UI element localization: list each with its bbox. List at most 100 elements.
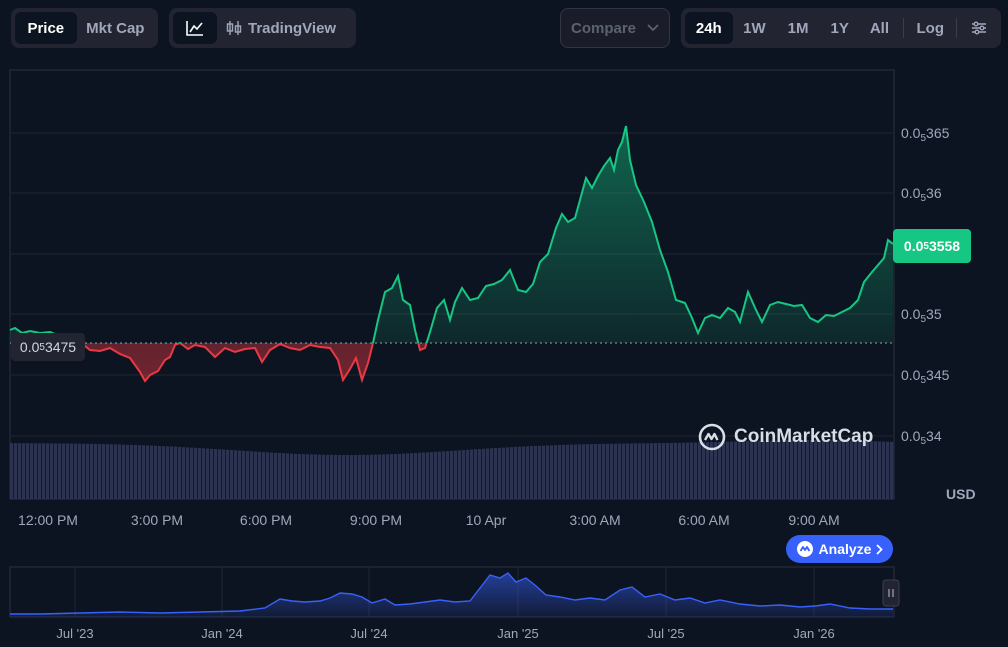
analyze-button[interactable]: Analyze bbox=[786, 535, 893, 563]
navigator-handle[interactable] bbox=[882, 579, 900, 607]
x-tick-label: 9:00 PM bbox=[349, 512, 403, 528]
volume-bar bbox=[66, 443, 70, 499]
volume-bar bbox=[782, 440, 786, 499]
volume-bar bbox=[754, 440, 758, 499]
volume-bar bbox=[58, 443, 62, 499]
navigator-label: Jan '25 bbox=[497, 626, 539, 641]
volume-bar bbox=[874, 441, 878, 499]
volume-bar bbox=[694, 442, 698, 499]
volume-bar bbox=[230, 450, 234, 499]
line-chart-button[interactable] bbox=[173, 12, 217, 44]
tradingview-button[interactable]: TradingView bbox=[217, 12, 345, 44]
volume-bar bbox=[202, 448, 206, 499]
volume-bar bbox=[522, 446, 526, 499]
volume-bar bbox=[302, 454, 306, 499]
volume-bar bbox=[818, 440, 822, 499]
y-tick-label: 0.0536 bbox=[901, 185, 942, 204]
volume-bar bbox=[174, 446, 178, 499]
volume-bar bbox=[646, 443, 650, 499]
volume-bar bbox=[362, 454, 366, 499]
volume-bar bbox=[114, 444, 118, 499]
tab-mkt-cap[interactable]: Mkt Cap bbox=[86, 19, 145, 37]
range-1w[interactable]: 1W bbox=[743, 19, 766, 37]
volume-bar bbox=[206, 448, 210, 499]
volume-bar bbox=[778, 440, 782, 499]
volume-bar bbox=[746, 441, 750, 499]
volume-bar bbox=[218, 449, 222, 499]
base-price-tag: 0.0 5 3475 bbox=[11, 333, 85, 361]
coinmarketcap-logo-icon bbox=[698, 423, 726, 451]
volume-bar bbox=[354, 455, 358, 499]
volume-bar bbox=[166, 446, 170, 499]
volume-bar bbox=[286, 453, 290, 499]
volume-bar bbox=[730, 441, 734, 499]
volume-bar bbox=[738, 441, 742, 499]
volume-bar bbox=[126, 444, 130, 499]
volume-bar bbox=[690, 442, 694, 499]
volume-bar bbox=[498, 447, 502, 499]
volume-bar bbox=[586, 444, 590, 499]
volume-bar bbox=[886, 441, 890, 499]
x-tick-label: 6:00 AM bbox=[678, 512, 730, 528]
tradingview-label: TradingView bbox=[248, 19, 337, 37]
watermark-text: CoinMarketCap bbox=[734, 426, 874, 447]
volume-bar bbox=[450, 450, 454, 499]
volume-bar bbox=[370, 454, 374, 499]
volume-bar bbox=[42, 443, 46, 499]
log-toggle[interactable]: Log bbox=[916, 19, 945, 37]
volume-bar bbox=[458, 450, 462, 499]
candlestick-icon bbox=[226, 21, 242, 35]
volume-bar bbox=[198, 448, 202, 499]
volume-bar bbox=[250, 451, 254, 499]
volume-bar bbox=[486, 448, 490, 499]
volume-bar bbox=[838, 440, 842, 499]
handle-grip-icon bbox=[888, 589, 894, 597]
volume-bar bbox=[770, 440, 774, 499]
tab-price[interactable]: Price bbox=[15, 12, 77, 44]
price-chart[interactable] bbox=[0, 0, 1008, 505]
range-1m[interactable]: 1M bbox=[787, 19, 809, 37]
volume-bar bbox=[282, 453, 286, 499]
volume-bar bbox=[566, 444, 570, 499]
volume-bar bbox=[18, 443, 22, 499]
volume-bar bbox=[194, 447, 198, 499]
watermark: CoinMarketCap bbox=[698, 423, 873, 451]
compare-dropdown[interactable]: Compare bbox=[560, 8, 670, 48]
volume-bar bbox=[314, 454, 318, 499]
range-1y[interactable]: 1Y bbox=[830, 19, 849, 37]
volume-bar bbox=[322, 454, 326, 499]
price-line-up bbox=[9, 125, 894, 343]
volume-bar bbox=[378, 454, 382, 499]
volume-bar bbox=[130, 444, 134, 499]
volume-bar bbox=[438, 451, 442, 499]
volume-bar bbox=[742, 441, 746, 499]
volume-bar bbox=[134, 445, 138, 499]
volume-bar bbox=[78, 443, 82, 499]
range-all[interactable]: All bbox=[869, 19, 890, 37]
range-24h[interactable]: 24h bbox=[685, 12, 733, 44]
range-navigator[interactable] bbox=[0, 560, 1008, 630]
volume-bar bbox=[670, 442, 674, 499]
volume-bar bbox=[846, 440, 850, 499]
volume-bar bbox=[82, 443, 86, 499]
grid-lines bbox=[10, 132, 894, 437]
volume-bar bbox=[546, 445, 550, 499]
volume-bar bbox=[446, 451, 450, 499]
volume-bar bbox=[534, 446, 538, 499]
volume-bar bbox=[170, 446, 174, 499]
chart-type-tabs: Price Mkt Cap bbox=[11, 8, 158, 48]
volume-bar bbox=[462, 450, 466, 499]
volume-bar bbox=[186, 447, 190, 499]
volume-bar bbox=[86, 443, 90, 499]
volume-bar bbox=[858, 440, 862, 499]
volume-bar bbox=[390, 454, 394, 499]
volume-bar bbox=[750, 441, 754, 499]
volume-bar bbox=[806, 440, 810, 499]
volume-bar bbox=[222, 449, 226, 499]
chart-settings-button[interactable] bbox=[961, 12, 997, 44]
volume-bar bbox=[358, 454, 362, 499]
volume-bar bbox=[122, 444, 126, 499]
volume-bar bbox=[178, 446, 182, 499]
volume-bar bbox=[530, 446, 534, 499]
volume-bar bbox=[474, 449, 478, 499]
